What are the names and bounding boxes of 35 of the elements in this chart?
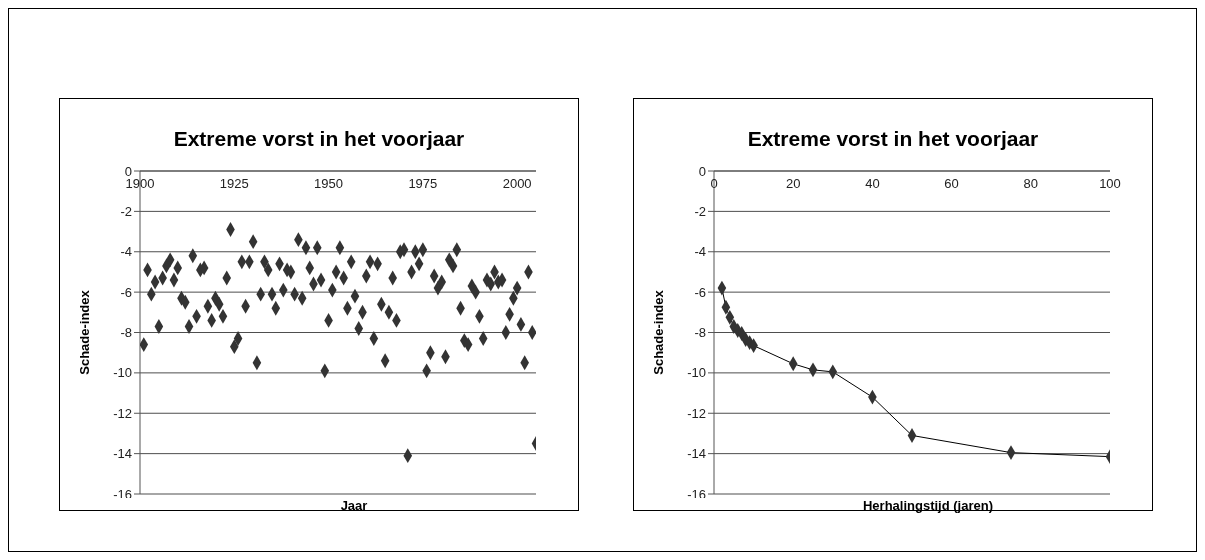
y-tick-label: 0	[124, 163, 132, 179]
y-tick-label: -16	[113, 486, 132, 502]
y-tick-label: -8	[120, 325, 132, 341]
y-tick-label: -10	[687, 365, 706, 381]
x-tick-label: 20	[785, 176, 801, 192]
chart-title: Extreme vorst in het voorjaar	[172, 127, 466, 152]
y-axis-title: Schade-index	[650, 289, 666, 375]
x-axis-title: Herhalingstijd (jaren)	[862, 498, 994, 513]
y-tick-label: -16	[687, 486, 706, 502]
x-tick-label: 1975	[408, 176, 438, 192]
y-tick-label: -8	[694, 325, 706, 341]
x-tick-label: 80	[1023, 176, 1039, 192]
y-tick-label: -4	[120, 244, 132, 260]
x-tick-label: 60	[944, 176, 959, 192]
x-tick-label: 1900	[125, 176, 155, 192]
y-tick-label: -2	[694, 203, 706, 219]
x-axis-title: Jaar	[340, 498, 368, 513]
y-tick-label: -10	[113, 365, 132, 381]
y-tick-label: -4	[694, 244, 706, 260]
x-tick-label: 0	[710, 176, 718, 192]
x-tick-label: 2000	[502, 176, 532, 192]
y-tick-label: -12	[113, 405, 132, 421]
y-axis-title: Schade-index	[76, 289, 92, 375]
y-tick-label: -6	[694, 284, 706, 300]
x-tick-label: 40	[865, 176, 880, 192]
y-tick-label: -14	[113, 446, 132, 462]
x-tick-label: 1950	[314, 176, 344, 192]
x-tick-label: 100	[1099, 176, 1121, 192]
y-tick-label: -2	[120, 203, 132, 219]
y-tick-label: -14	[687, 446, 706, 462]
y-tick-label: -12	[687, 405, 706, 421]
chart-title: Extreme vorst in het voorjaar	[746, 127, 1040, 152]
x-tick-label: 1925	[219, 176, 249, 192]
y-tick-label: 0	[698, 163, 706, 179]
y-tick-label: -6	[120, 284, 132, 300]
